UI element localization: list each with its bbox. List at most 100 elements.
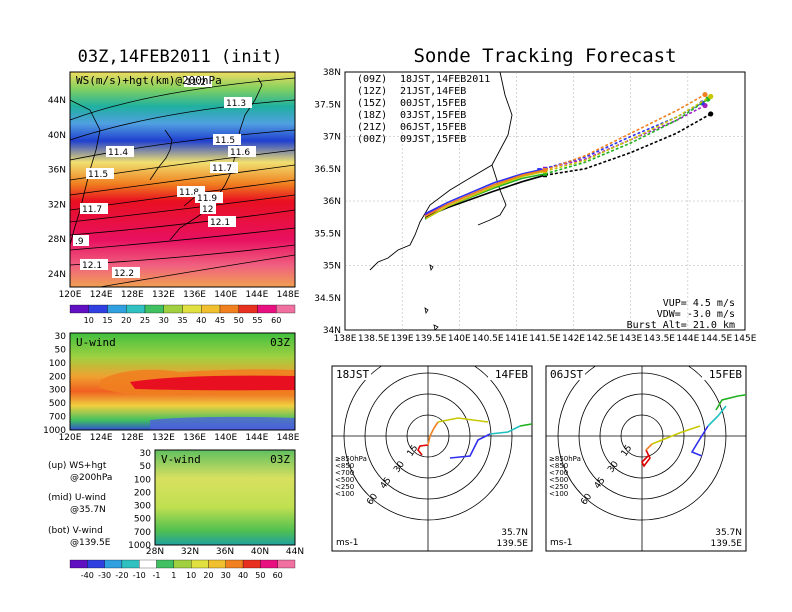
ws-y-tick: 24N — [48, 270, 66, 280]
v-wind-y-ticks: 30 50 100 200 300 500 700 1000 — [128, 449, 151, 551]
hodo-trace — [417, 444, 429, 456]
v-wind-time: 03Z — [270, 453, 290, 466]
v-x-tick: 32N — [181, 547, 199, 557]
v-colorbar-label: 40 — [238, 571, 248, 580]
hodo-level: <850 — [335, 462, 354, 470]
run-z: (09Z) — [357, 74, 387, 85]
run-z: (15Z) — [357, 98, 387, 109]
u-y-tick: 1000 — [43, 426, 66, 436]
v-colorbar-label: 50 — [255, 571, 265, 580]
ws-x-tick: 128E — [121, 290, 144, 300]
landing-point — [708, 93, 714, 100]
korea-outline — [149, 129, 173, 181]
v-colorbar-cell — [242, 559, 261, 569]
hgt-label-box — [228, 146, 256, 157]
run-label: 06JST,15FEB — [400, 122, 466, 133]
ws-x-tick: 132E — [152, 290, 175, 300]
hgt-label: 12 — [202, 205, 213, 215]
track-x-tick: 144.5E — [701, 334, 733, 344]
v-x-tick: 40N — [251, 547, 269, 557]
v-colorbar-cell — [225, 559, 244, 569]
hodo-level: <700 — [335, 469, 354, 477]
ws-map-y-ticks: 44N 40N 36N 32N 28N 24N — [48, 96, 66, 280]
trajectory-descent — [544, 113, 712, 176]
ws-colorbar-label: 10 — [84, 316, 94, 325]
hgt-label-box — [200, 203, 216, 214]
v-y-tick: 1000 — [128, 541, 151, 551]
hgt-label: 11.5 — [215, 136, 235, 146]
v-colorbar-label: 1 — [171, 571, 176, 580]
ws-y-tick: 40N — [48, 131, 66, 141]
ws-map-x-ticks: 120E 124E 128E 132E 136E 140E 144E 148E — [59, 290, 300, 300]
hodo-trace — [437, 417, 489, 423]
v-colorbar-label: -30 — [98, 571, 111, 580]
v-wind-fill — [155, 450, 295, 545]
v-wind-frame — [154, 449, 296, 546]
track-x-tick: 139E — [391, 334, 414, 344]
hodo-date-bg — [702, 367, 745, 380]
landing-point — [708, 111, 714, 117]
ws-y-tick: 28N — [48, 235, 66, 245]
v-y-tick: 200 — [134, 488, 151, 498]
trajectory-descent — [544, 93, 706, 171]
track-x-tick: 143E — [619, 334, 642, 344]
hgt-label: 11.2 — [186, 78, 206, 88]
v-y-tick: 700 — [134, 528, 151, 538]
hgt-label-box — [86, 168, 114, 179]
ws-map-label: WS(m/s)+hgt(km)@200hPa — [76, 74, 222, 87]
track-x-tick: 138E — [334, 334, 357, 344]
track-x-tick: 140.5E — [472, 334, 504, 344]
v-colorbar-label: -1 — [153, 571, 161, 580]
hgt-label-box — [210, 162, 238, 173]
ws-x-tick: 124E — [90, 290, 113, 300]
hodo-unit: ms-1 — [336, 538, 358, 548]
ws-y-tick: 44N — [48, 96, 66, 106]
track-y-tick: 35.5N — [314, 229, 341, 239]
hgt-label: 11.7 — [212, 164, 232, 174]
ws-x-tick: 136E — [183, 290, 206, 300]
track-y-tick: 37.5N — [314, 100, 341, 110]
ws-colorbar-label: 60 — [271, 316, 281, 325]
run-z: (12Z) — [357, 86, 387, 97]
v-y-tick: 500 — [134, 515, 151, 525]
note-line2: @200hPa — [70, 473, 112, 483]
hgt-label-box — [80, 203, 108, 214]
hodo-lon: 139.5E — [711, 539, 743, 549]
u-y-tick: 100 — [49, 359, 66, 369]
run-z: (18Z) — [357, 110, 387, 121]
v-colorbar-label: 20 — [203, 571, 213, 580]
v-colorbar-cell — [173, 559, 192, 569]
hodo-level: ≥850hPa — [335, 455, 367, 463]
right-title: Sonde Tracking Forecast — [413, 45, 676, 67]
hodo-date: 14FEB — [495, 368, 528, 381]
v-colorbar-cell — [104, 559, 123, 569]
hodo-level: ≥850hPa — [549, 455, 581, 463]
trajectory-descent — [544, 95, 712, 173]
hodo-level: <700 — [549, 469, 568, 477]
v-wind-title: V-wind — [161, 453, 201, 466]
v-colorbar-cell — [121, 559, 140, 569]
hgt-label: 11.3 — [226, 99, 246, 109]
hgt-label-box — [177, 186, 205, 197]
v-wind-panel: V-wind 03Z 30 50 100 200 300 500 700 1000 28N 32… — [69, 449, 304, 580]
hodo-trace — [519, 423, 532, 427]
u-x-tick: 136E — [183, 433, 206, 443]
ws-colorbar-cell — [182, 304, 202, 314]
v-colorbar-cell — [260, 559, 278, 569]
ws-colorbar-cell — [257, 304, 277, 314]
ws-x-tick: 140E — [214, 290, 237, 300]
panel-notes: (up) WS+hgt @200hPa (mid) U-wind @35.7N (bot… — [48, 461, 112, 548]
ws-x-tick: 148E — [277, 290, 300, 300]
u-x-tick: 144E — [245, 433, 268, 443]
hgt-labels: 11.2 11.3 11.5 11.6 11.4 11.7 11.5 11.811.912 11… — [73, 76, 256, 279]
run-label: 03JST,15FEB — [400, 110, 466, 121]
v-colorbar-label: -10 — [133, 571, 146, 580]
u-y-tick: 700 — [49, 413, 66, 423]
hodo-time: 06JST — [550, 368, 583, 381]
hgt-label-box — [112, 267, 140, 278]
hodo-level: <100 — [549, 490, 568, 498]
hgt-label: 12.1 — [210, 218, 230, 228]
v-colorbar: -40 -30 -20 -10 -1 1 10 20 30 40 50 60 — [69, 559, 296, 580]
